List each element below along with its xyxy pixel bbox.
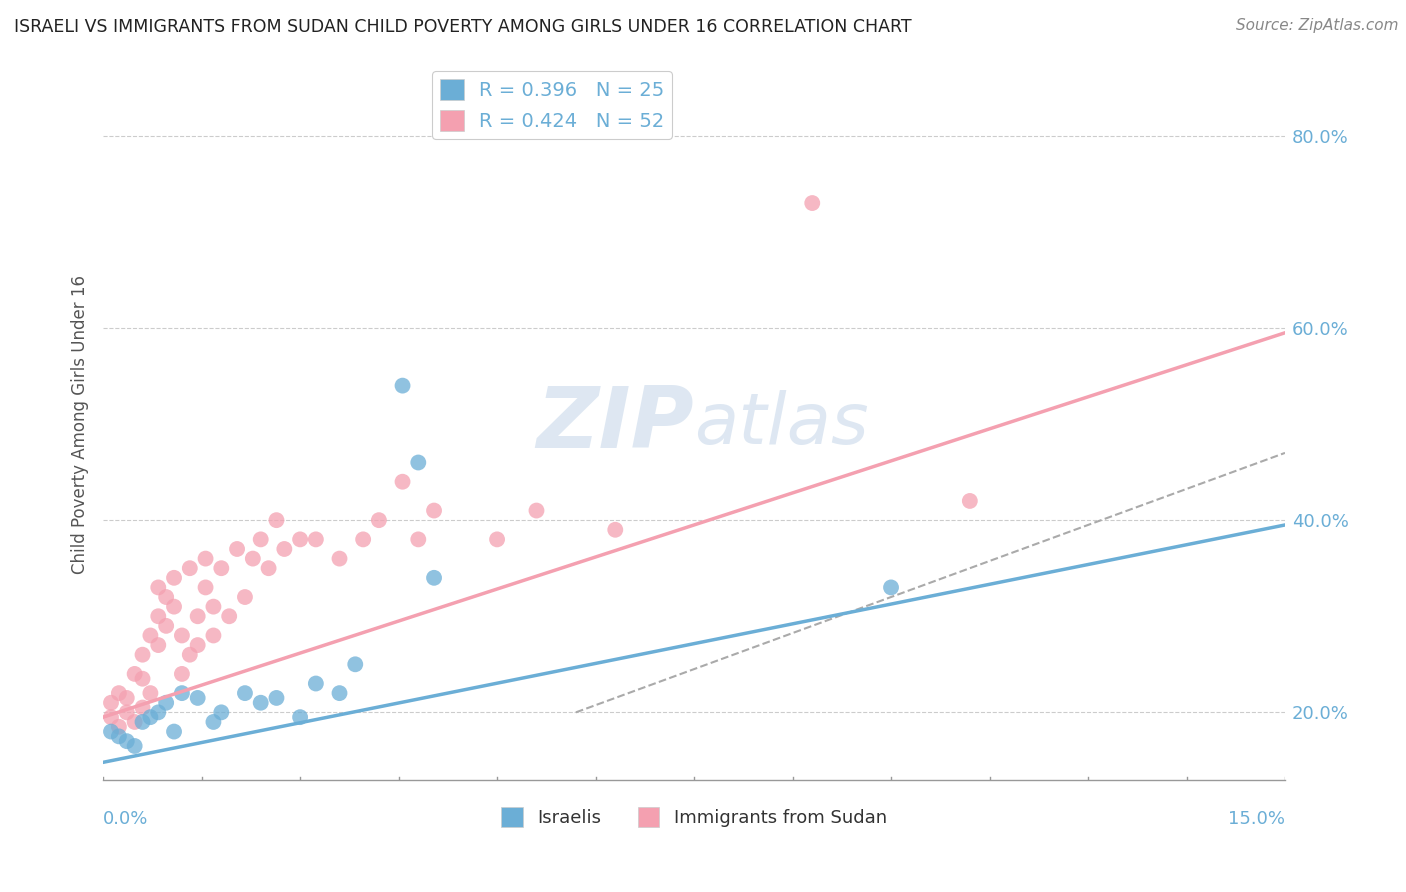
Point	[880, 581, 903, 595]
Point	[108, 730, 131, 744]
Point	[139, 628, 162, 642]
Point	[305, 533, 328, 547]
Point	[801, 782, 824, 797]
Y-axis label: Child Poverty Among Girls Under 16: Child Poverty Among Girls Under 16	[72, 275, 89, 574]
Point	[148, 609, 170, 624]
Point	[959, 494, 981, 508]
Point	[148, 581, 170, 595]
Point	[305, 676, 328, 690]
Point	[124, 714, 146, 729]
Point	[179, 561, 201, 575]
Point	[486, 533, 509, 547]
Point	[115, 706, 138, 720]
Point	[249, 696, 271, 710]
Point	[233, 686, 256, 700]
Point	[139, 686, 162, 700]
Point	[257, 561, 280, 575]
Point	[266, 690, 288, 705]
Point	[100, 710, 122, 724]
Point	[100, 696, 122, 710]
Point	[209, 561, 232, 575]
Point	[124, 667, 146, 681]
Point	[108, 686, 131, 700]
Point	[605, 523, 627, 537]
Point	[131, 714, 153, 729]
Point	[408, 533, 430, 547]
Point	[233, 590, 256, 604]
Text: ZIP: ZIP	[537, 383, 695, 466]
Point	[155, 696, 177, 710]
Point	[155, 590, 177, 604]
Text: 15.0%: 15.0%	[1227, 810, 1285, 828]
Point	[170, 686, 193, 700]
Point	[163, 724, 186, 739]
Point	[163, 599, 186, 614]
Point	[288, 710, 311, 724]
Point	[352, 533, 374, 547]
Point	[148, 638, 170, 652]
Point	[187, 638, 209, 652]
Point	[155, 619, 177, 633]
Point	[187, 690, 209, 705]
Point	[344, 657, 367, 672]
Point	[131, 672, 153, 686]
Text: 0.0%: 0.0%	[103, 810, 149, 828]
Point	[115, 690, 138, 705]
Point	[139, 710, 162, 724]
Point	[242, 551, 264, 566]
Point	[194, 551, 217, 566]
Point	[100, 724, 122, 739]
Text: ISRAELI VS IMMIGRANTS FROM SUDAN CHILD POVERTY AMONG GIRLS UNDER 16 CORRELATION : ISRAELI VS IMMIGRANTS FROM SUDAN CHILD P…	[14, 18, 911, 36]
Point	[423, 503, 446, 517]
Point	[108, 720, 131, 734]
Point	[202, 628, 225, 642]
Point	[202, 714, 225, 729]
Point	[273, 541, 295, 556]
Point	[131, 700, 153, 714]
Text: atlas: atlas	[695, 390, 869, 458]
Point	[408, 456, 430, 470]
Point	[288, 533, 311, 547]
Point	[209, 706, 232, 720]
Point	[218, 609, 240, 624]
Text: Source: ZipAtlas.com: Source: ZipAtlas.com	[1236, 18, 1399, 33]
Point	[266, 513, 288, 527]
Point	[391, 475, 413, 489]
Point	[194, 581, 217, 595]
Point	[170, 628, 193, 642]
Point	[328, 551, 350, 566]
Point	[249, 533, 271, 547]
Legend: Israelis, Immigrants from Sudan: Israelis, Immigrants from Sudan	[494, 800, 894, 835]
Point	[179, 648, 201, 662]
Point	[801, 196, 824, 211]
Point	[148, 706, 170, 720]
Point	[423, 571, 446, 585]
Point	[170, 667, 193, 681]
Point	[202, 599, 225, 614]
Point	[226, 541, 249, 556]
Point	[367, 513, 389, 527]
Point	[391, 378, 413, 392]
Point	[124, 739, 146, 753]
Point	[526, 503, 548, 517]
Point	[131, 648, 153, 662]
Point	[187, 609, 209, 624]
Point	[115, 734, 138, 748]
Point	[163, 571, 186, 585]
Point	[328, 686, 350, 700]
